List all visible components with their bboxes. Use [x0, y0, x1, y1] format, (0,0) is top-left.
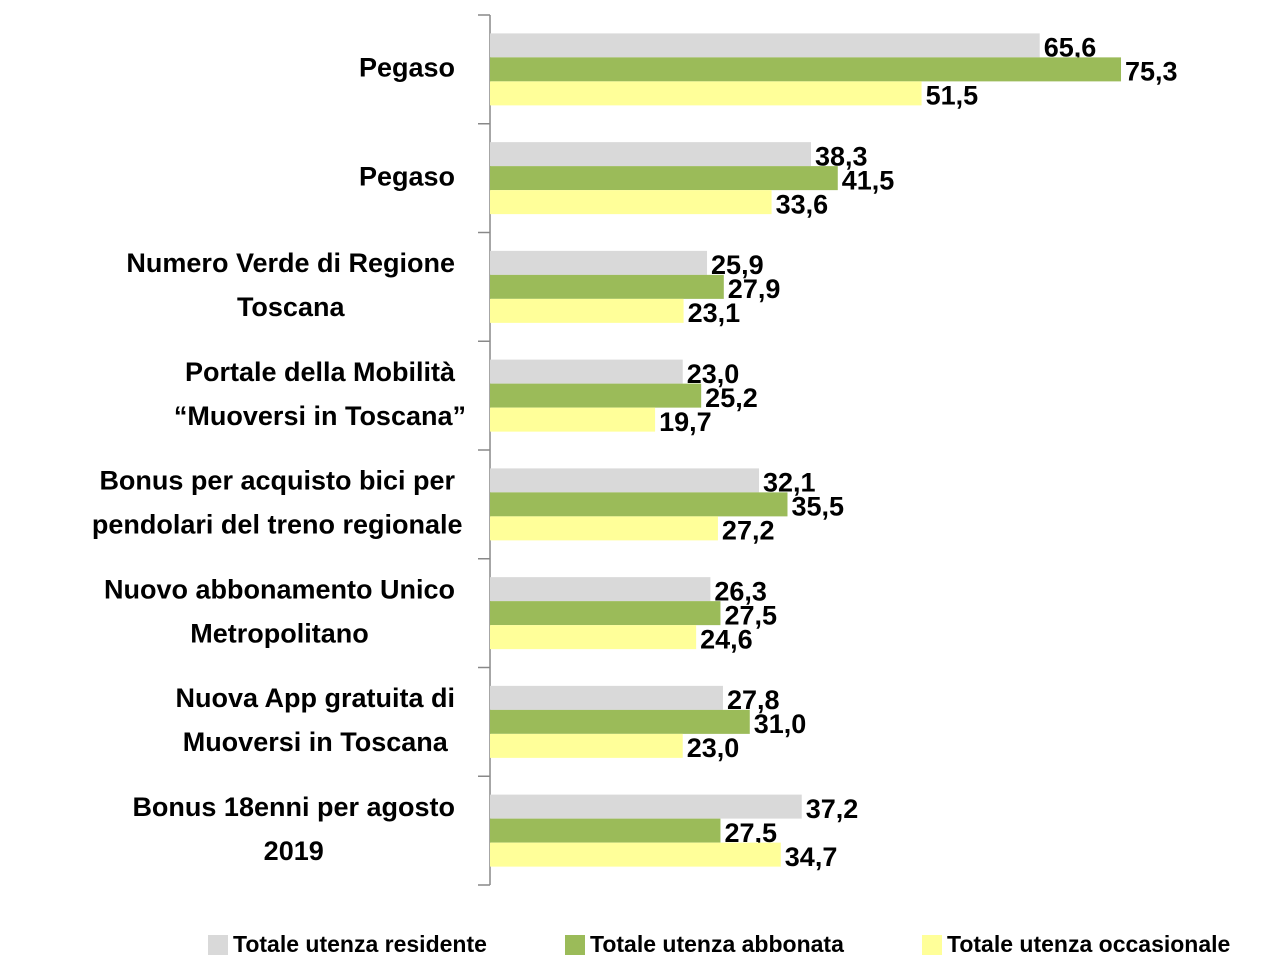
value-label: 27,2: [722, 516, 775, 546]
value-label: 23,0: [687, 733, 740, 763]
category-label: Numero Verde di Regione: [126, 248, 455, 278]
value-label: 25,2: [705, 383, 758, 413]
bar: [490, 166, 838, 191]
bar: [490, 142, 811, 167]
bar: [490, 818, 721, 843]
value-label: 19,7: [659, 407, 712, 437]
value-label: 24,6: [700, 624, 753, 654]
bar: [490, 250, 708, 275]
bar: [490, 733, 683, 758]
bar: [490, 407, 656, 432]
bar: [490, 468, 759, 493]
bar: [490, 81, 922, 106]
legend-label: Totale utenza residente: [233, 931, 487, 957]
value-label: 33,6: [776, 189, 829, 219]
value-label: 23,1: [688, 298, 741, 328]
legend-swatch: [565, 935, 585, 955]
value-label: 75,3: [1125, 57, 1178, 87]
bar: [490, 625, 697, 650]
bar: [490, 794, 802, 819]
bar: [490, 57, 1122, 82]
value-label: 41,5: [842, 165, 895, 195]
legend-swatch: [922, 935, 942, 955]
bar: [490, 492, 788, 517]
bar: [490, 516, 718, 541]
bar: [490, 601, 721, 626]
value-label: 26,3: [714, 576, 767, 606]
value-label: 35,5: [791, 492, 844, 522]
category-label: 2019: [264, 836, 324, 866]
category-label: Pegaso: [359, 53, 455, 83]
category-label: Pegaso: [359, 161, 455, 191]
bar: [490, 359, 683, 384]
bar: [490, 190, 772, 215]
bar: [490, 842, 781, 867]
bar: [490, 33, 1040, 58]
legend-label: Totale utenza abbonata: [590, 931, 844, 957]
category-label: Metropolitano: [190, 618, 368, 648]
value-label: 31,0: [754, 709, 807, 739]
value-label: 34,7: [785, 842, 838, 872]
value-label: 51,5: [926, 81, 979, 111]
bar: [490, 298, 684, 323]
legend-swatch: [208, 935, 228, 955]
value-label: 37,2: [806, 794, 859, 824]
legend-label: Totale utenza occasionale: [947, 931, 1230, 957]
bar: [490, 577, 711, 602]
category-label: Bonus 18enni per agosto: [132, 792, 455, 822]
value-label: 27,9: [728, 274, 781, 304]
bar: [490, 685, 723, 710]
bar: [490, 709, 750, 734]
bar: [490, 383, 702, 408]
value-label: 27,5: [724, 600, 777, 630]
category-label: “Muoversi in Toscana”: [174, 401, 466, 431]
category-label: pendolari del treno regionale: [92, 510, 463, 540]
category-label: Muoversi in Toscana: [183, 727, 449, 757]
category-label: Toscana: [237, 292, 346, 322]
category-label: Portale della Mobilità: [185, 357, 456, 387]
category-label: Nuovo abbonamento Unico: [104, 574, 455, 604]
category-label: Bonus per acquisto bici per: [99, 466, 455, 496]
category-label: Nuova App gratuita di: [175, 683, 455, 713]
bar: [490, 274, 724, 299]
